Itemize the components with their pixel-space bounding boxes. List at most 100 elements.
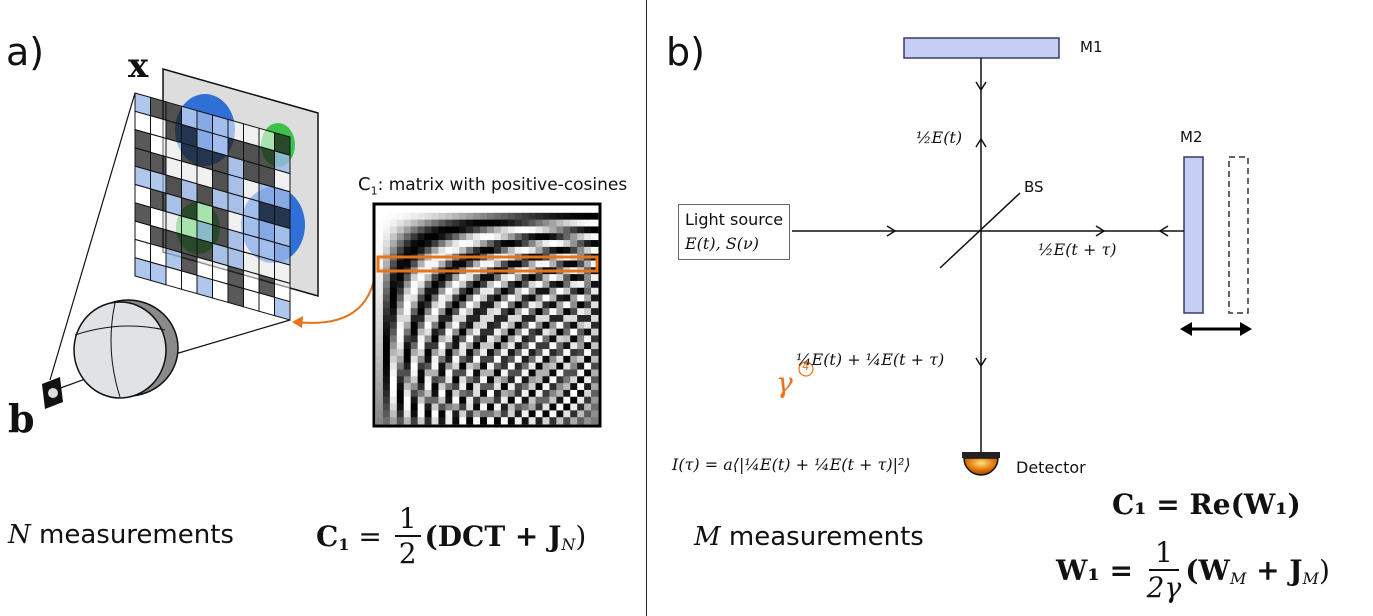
dct-cell (528, 403, 536, 411)
dct-cell (424, 315, 432, 323)
dct-cell (487, 342, 495, 350)
dct-cell (535, 369, 543, 377)
dct-cell (591, 328, 599, 336)
dct-cell (459, 328, 467, 336)
dct-cell (570, 376, 578, 384)
dct-cell (542, 396, 550, 404)
dct-cell (563, 328, 571, 336)
dct-cell (382, 335, 391, 343)
n-var: N (8, 520, 31, 550)
c1-caption-text: : matrix with positive-cosines (377, 175, 628, 195)
dct-cell (556, 308, 564, 316)
dct-cell (507, 389, 516, 398)
dct-cell (577, 376, 585, 384)
dct-cell (376, 240, 384, 248)
dct-matrix-pattern (376, 206, 599, 425)
dct-cell (507, 362, 516, 370)
dct-cell (556, 328, 564, 336)
dct-cell (438, 212, 446, 221)
dct-cell (577, 410, 585, 418)
dct-cell (535, 410, 543, 418)
dct-cell (528, 342, 536, 350)
dct-cell (396, 219, 405, 227)
dct-cell (535, 389, 543, 398)
dct-cell (507, 226, 516, 234)
dct-cell (431, 355, 439, 364)
dct-cell (577, 240, 585, 248)
dct-cell (549, 260, 557, 268)
dct-cell (528, 240, 536, 248)
dct-cell (493, 362, 502, 370)
dct-cell (438, 308, 446, 316)
dct-cell (514, 308, 523, 316)
dct-cell (445, 219, 453, 227)
dct-cell (549, 410, 557, 418)
dct-cell (424, 376, 432, 384)
dct-cell (389, 321, 398, 330)
dct-cell (424, 335, 432, 343)
dct-cell (549, 315, 557, 323)
dct-cell (563, 376, 571, 384)
dct-cell (493, 240, 502, 248)
dct-cell (514, 369, 523, 377)
c1-caption-sub: 1 (370, 184, 378, 198)
dct-cell (438, 321, 446, 330)
dct-cell (452, 308, 460, 316)
dct-cell (389, 280, 398, 289)
eq-c1-rhs-sub: N (561, 535, 576, 554)
dct-cell (493, 321, 502, 330)
dct-cell (514, 274, 523, 282)
dct-cell (452, 226, 460, 234)
dct-cell (487, 280, 495, 289)
eq-c1-rhs-close: ) (575, 519, 587, 553)
dct-cell (459, 315, 467, 323)
dct-cell (487, 206, 495, 214)
dct-cell (417, 280, 425, 289)
dct-cell (389, 260, 398, 268)
dct-cell (417, 219, 425, 227)
dct-cell (535, 355, 543, 364)
dct-cell (452, 315, 460, 323)
dct-cell (452, 274, 460, 282)
dct-cell (507, 212, 516, 221)
dct-cell (493, 206, 502, 214)
dct-cell (431, 328, 439, 336)
dct-cell (542, 315, 550, 323)
dct-cell (591, 315, 599, 323)
dct-cell (438, 233, 446, 241)
dct-cell (493, 315, 502, 323)
dct-cell (445, 206, 453, 214)
dct-cell (507, 219, 516, 227)
dct-cell (487, 226, 495, 234)
dct-cell (577, 362, 585, 370)
dct-cell (563, 212, 571, 221)
dct-cell (424, 308, 432, 316)
dct-cell (528, 417, 536, 425)
dct-cell (376, 301, 384, 309)
dct-cell (389, 274, 398, 282)
dct-cell (459, 369, 467, 377)
dct-cell (514, 260, 523, 268)
dct-cell (452, 410, 460, 418)
eq-w1-lhs: W₁ = (1056, 553, 1143, 587)
dct-cell (542, 206, 550, 214)
dct-cell (549, 246, 557, 255)
dct-cell (376, 403, 384, 411)
dct-cell (424, 383, 432, 391)
dct-cell (452, 376, 460, 384)
dct-cell (417, 206, 425, 214)
dct-cell (438, 355, 446, 364)
dct-cell (382, 328, 391, 336)
dct-cell (403, 287, 412, 295)
dct-cell (396, 294, 405, 302)
dct-cell (466, 301, 474, 309)
dct-cell (514, 280, 523, 289)
dct-cell (493, 389, 502, 398)
dct-cell (528, 410, 536, 418)
dct-cell (452, 206, 460, 214)
dct-cell (528, 246, 536, 255)
dct-cell (521, 396, 530, 404)
dct-cell (563, 355, 571, 364)
dct-cell (535, 280, 543, 289)
dct-cell (577, 246, 585, 255)
